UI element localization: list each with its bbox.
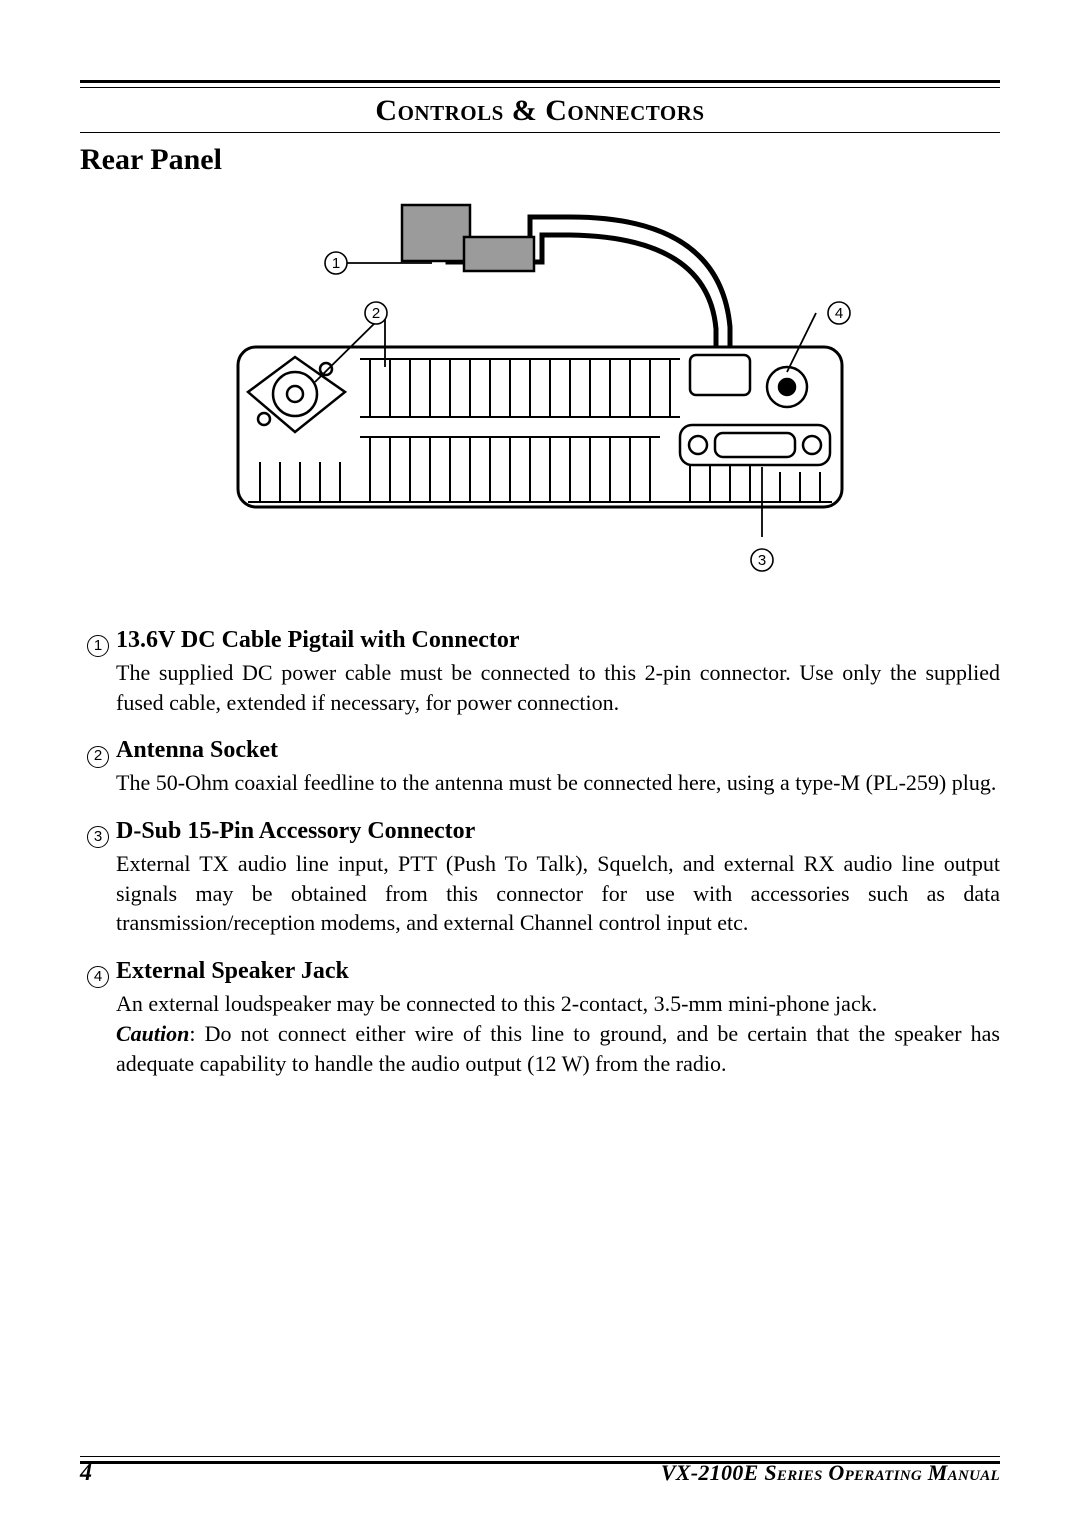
- item-number-1: 1: [80, 627, 116, 717]
- item-text-4: An external loudspeaker may be connected…: [116, 989, 1000, 1078]
- page-footer: 4 VX-2100E Series Operating Manual: [80, 1460, 1000, 1487]
- svg-text:3: 3: [758, 552, 766, 569]
- item-2: 2 Antenna Socket The 50-Ohm coaxial feed…: [80, 737, 1000, 798]
- caution-text: : Do not connect either wire of this lin…: [116, 1021, 1000, 1076]
- rear-panel-diagram-wrap: 1 2 3 4: [80, 197, 1000, 587]
- item-number-4: 4: [80, 958, 116, 1078]
- footer-page-number: 4: [80, 1460, 92, 1487]
- header-rule-top: [80, 80, 1000, 88]
- item-list: 1 13.6V DC Cable Pigtail with Connector …: [80, 627, 1000, 1078]
- item-text-2: The 50-Ohm coaxial feedline to the anten…: [116, 768, 1000, 798]
- svg-text:1: 1: [332, 255, 340, 272]
- section-title: Rear Panel: [80, 143, 1000, 177]
- item-text-1: The supplied DC power cable must be conn…: [116, 658, 1000, 717]
- item-title-3: D-Sub 15-Pin Accessory Connector: [116, 818, 1000, 845]
- item-title-4: External Speaker Jack: [116, 958, 1000, 985]
- page-header-title: Controls & Connectors: [80, 94, 1000, 128]
- svg-text:4: 4: [835, 305, 843, 322]
- item-number-3: 3: [80, 818, 116, 938]
- item-number-2: 2: [80, 737, 116, 798]
- caution-label: Caution: [116, 1021, 189, 1046]
- item-text-3: External TX audio line input, PTT (Push …: [116, 849, 1000, 938]
- item-text-4-main: An external loudspeaker may be connected…: [116, 991, 877, 1016]
- svg-text:2: 2: [372, 305, 380, 322]
- item-title-2: Antenna Socket: [116, 737, 1000, 764]
- item-title-1: 13.6V DC Cable Pigtail with Connector: [116, 627, 1000, 654]
- rear-panel-diagram: 1 2 3 4: [220, 197, 860, 587]
- header-rule-bottom: [80, 132, 1000, 133]
- item-3: 3 D-Sub 15-Pin Accessory Connector Exter…: [80, 818, 1000, 938]
- item-4: 4 External Speaker Jack An external loud…: [80, 958, 1000, 1078]
- item-1: 1 13.6V DC Cable Pigtail with Connector …: [80, 627, 1000, 717]
